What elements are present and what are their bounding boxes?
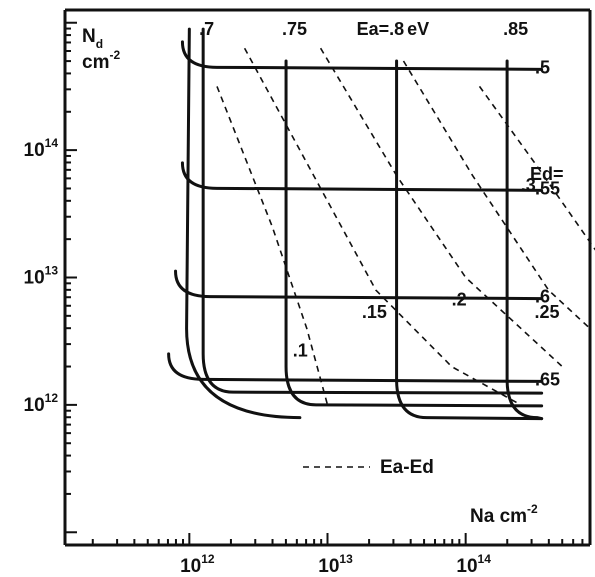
- svg-text:Na cm-2: Na cm-2: [470, 502, 538, 527]
- tick-labels: 1012 1013 1014 1012 1013 1014: [24, 136, 492, 577]
- dashed-curve-label: .2: [452, 290, 467, 310]
- ea-curve-label: .85: [503, 19, 528, 39]
- dashed-curve: [319, 47, 563, 368]
- ea-curve: [284, 59, 544, 408]
- ticks: [65, 21, 584, 545]
- dashed-curves: [216, 47, 595, 406]
- y-tick-label: 1013: [24, 264, 59, 289]
- x-tick-label: 1014: [456, 552, 491, 577]
- ed-curve: [180, 40, 544, 71]
- ed-curve-label: .5: [535, 57, 550, 77]
- x-tick-label: 1012: [180, 552, 215, 577]
- dashed-curve: [216, 86, 329, 406]
- ed-curve-label: .65: [535, 369, 560, 389]
- legend: Ea-Ed: [303, 457, 434, 478]
- ed-curve-label: .6: [535, 287, 550, 307]
- ea-curve-label: .75: [282, 19, 307, 39]
- x-label-exp: -2: [527, 502, 538, 516]
- y-tick-label: 1014: [24, 136, 59, 161]
- dashed-curve-label: .3: [521, 175, 536, 195]
- dashed-curve: [243, 47, 522, 406]
- dashed-curve-label: .1: [293, 340, 308, 360]
- dashed-curve-label: .25: [535, 302, 560, 322]
- legend-label: Ea-Ed: [380, 457, 434, 478]
- ea-curve: [395, 59, 544, 421]
- ed-curve: [180, 161, 544, 192]
- y-label-exp: -2: [109, 48, 120, 62]
- y-tick-label: 1012: [24, 391, 59, 416]
- ea-curve: [505, 59, 544, 421]
- axes: [63, 8, 592, 547]
- x-axis-label: Na cm-2: [470, 502, 538, 527]
- ed-curve-label: .55: [535, 178, 560, 198]
- y-axis-label: Nd cm-2: [82, 26, 120, 73]
- svg-text:Nd: Nd: [82, 26, 103, 51]
- ed-curve: [167, 352, 544, 383]
- x-tick-label: 1013: [318, 552, 353, 577]
- dashed-curve: [478, 85, 595, 251]
- y-label-sub: d: [96, 37, 103, 51]
- solid-curves: [167, 27, 544, 421]
- ea-envelope-curve: [185, 27, 302, 420]
- y-label-unit: cm: [82, 52, 109, 73]
- ed-curve: [174, 269, 544, 301]
- svg-text:cm-2: cm-2: [82, 48, 120, 73]
- ea-curve-label: Ea=.8 eV: [357, 19, 430, 39]
- y-label-base: N: [82, 26, 96, 47]
- ea-curve: [201, 27, 544, 395]
- ed-header-label: Ed=: [530, 164, 564, 184]
- dashed-curve-label: .15: [362, 302, 387, 322]
- curve-labels: .7 .75 Ea=.8 eV .85 Ed= .5 .55 .6 .65 .1 .15 .2 .25 .3: [199, 19, 563, 389]
- ea-curve-label: .7: [199, 19, 214, 39]
- dashed-curve: [402, 60, 591, 330]
- x-label-base: Na cm: [470, 506, 527, 527]
